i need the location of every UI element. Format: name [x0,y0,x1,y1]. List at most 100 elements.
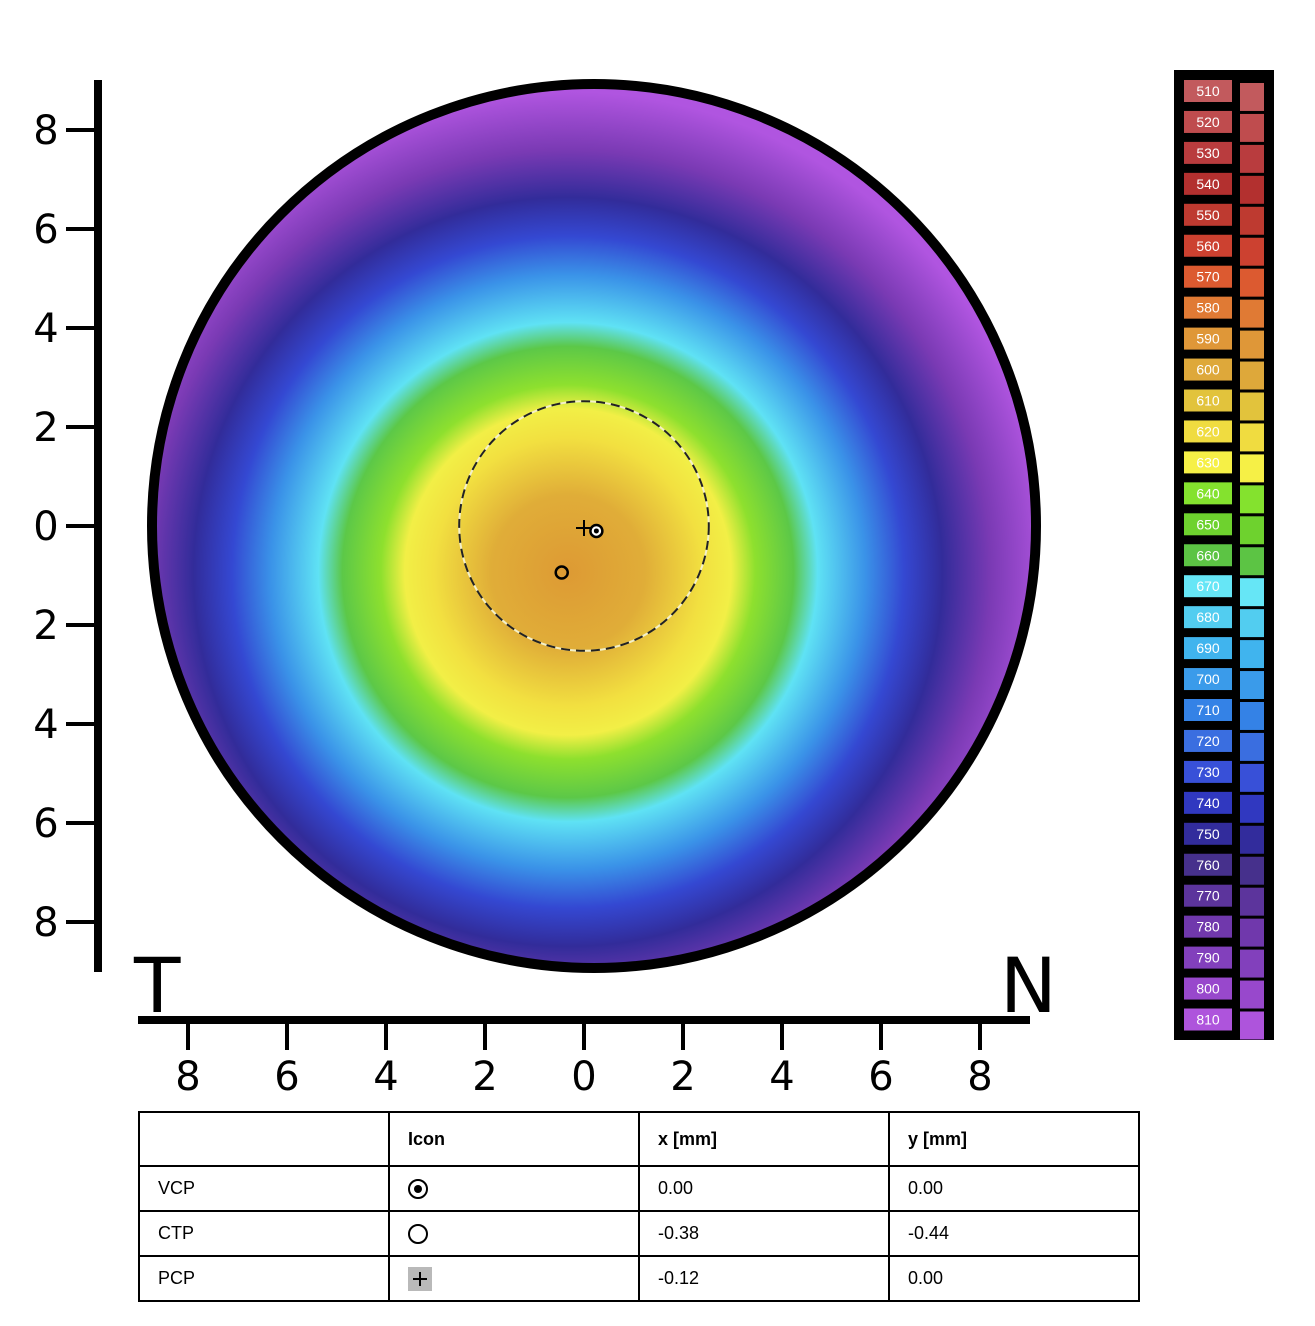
legend-bar-segment [1240,949,1264,978]
x-tick-label: 4 [769,1054,794,1100]
legend-swatch [1184,853,1232,876]
legend-swatch [1184,637,1232,660]
pcp-marker [576,520,592,536]
legend-swatch [1184,110,1232,133]
reference-points-table: Icon x [mm] y [mm] VCP 0.00 0.00 CTP -0.… [138,1111,1140,1302]
legend-bar-segment [1240,485,1264,514]
legend-bar-segment [1240,547,1264,576]
row-label: VCP [138,1165,390,1212]
legend-swatch [1184,141,1232,164]
legend-swatch [1184,451,1232,474]
x-tick-label: 6 [868,1054,893,1100]
legend-items: 510 520 530 540 550 560 570 580 590 600 610 620 630 6… [1184,80,1264,1040]
legend-bar-segment [1240,671,1264,699]
legend-bar-segment [1240,702,1264,730]
legend-label: 650 [1196,516,1220,532]
header-label [138,1111,390,1167]
legend-bar-segment [1240,1011,1264,1040]
pcp-icon [408,1266,432,1291]
legend-bar-segment [1240,330,1264,359]
y-tick-label: 4 [33,306,58,352]
x-tick-label: 2 [472,1054,497,1100]
legend-bar-segment [1240,516,1264,545]
legend-swatch [1184,977,1232,1000]
y-tick-label: 6 [33,801,58,847]
x-tick-label: 6 [274,1054,299,1100]
legend-swatch [1184,389,1232,412]
legend-swatch [1184,482,1232,505]
legend-bar-segment [1240,268,1264,297]
legend-bar-segment [1240,423,1264,452]
row-icon-cell [388,1165,640,1212]
legend-swatch [1184,234,1232,257]
legend-label: 780 [1196,919,1220,935]
legend-label: 810 [1196,1012,1220,1028]
legend-label: 730 [1196,764,1220,780]
map-border [147,79,1041,973]
legend-label: 510 [1196,83,1220,99]
legend-swatch [1184,946,1232,969]
legend-label: 670 [1196,578,1220,594]
legend-label: 800 [1196,981,1220,997]
row-label: PCP [138,1255,390,1302]
legend-swatch [1184,513,1232,536]
legend-label: 760 [1196,857,1220,873]
y-tick-label: 2 [33,603,58,649]
legend-bar-segment [1240,918,1264,947]
legend-bar-segment [1240,361,1264,390]
row-x: -0.12 [638,1255,890,1302]
legend-bar-segment [1240,794,1264,823]
y-tick-label: 6 [33,207,58,253]
row-y: 0.00 [888,1165,1140,1212]
legend-label: 660 [1196,547,1220,563]
legend-label: 560 [1196,238,1220,254]
legend-label: 690 [1196,640,1220,656]
legend-label: 790 [1196,950,1220,966]
row-label: CTP [138,1210,390,1257]
legend-label: 640 [1196,485,1220,501]
legend-label: 580 [1196,300,1220,316]
table-row-vcp: VCP 0.00 0.00 [138,1165,1140,1212]
legend-label: 620 [1196,423,1220,439]
header-y: y [mm] [888,1111,1140,1167]
y-tick-label: 4 [33,702,58,748]
legend-label: 590 [1196,331,1220,347]
legend-bar-segment [1240,825,1264,854]
table-row-ctp: CTP -0.38 -0.44 [138,1210,1140,1257]
legend-bar-segment [1240,609,1264,638]
legend-bar-segment [1240,732,1264,761]
legend-swatch [1184,884,1232,907]
legend-swatch [1184,760,1232,783]
legend-bar-segment [1240,175,1264,204]
x-tick-label: 8 [175,1054,200,1100]
y-ticks: 8 6 4 2 0 2 4 6 8 [33,108,98,946]
header-x: x [mm] [638,1111,890,1167]
legend-label: 520 [1196,114,1220,130]
legend-swatch [1184,203,1232,226]
legend-swatch [1184,1008,1232,1031]
legend-swatch [1184,172,1232,195]
y-tick-label: 2 [33,405,58,451]
legend-swatch [1184,265,1232,288]
legend-swatch [1184,915,1232,938]
zone-circle [458,400,710,652]
legend-bar-segment [1240,454,1264,483]
thickness-gradient [152,84,1036,968]
legend-label: 680 [1196,609,1220,625]
legend-bar-segment [1240,856,1264,885]
legend-bar-segment [1240,392,1264,421]
legend-bar-segment [1240,299,1264,328]
legend-swatch [1184,791,1232,814]
x-tick-label: 4 [373,1054,398,1100]
legend-swatch [1184,668,1232,691]
legend-label: 550 [1196,207,1220,223]
table-header-row: Icon x [mm] y [mm] [138,1111,1140,1167]
legend-label: 600 [1196,362,1220,378]
row-y: 0.00 [888,1255,1140,1302]
legend-label: 750 [1196,826,1220,842]
legend-swatch [1184,296,1232,319]
header-icon: Icon [388,1111,640,1167]
x-tick-label: 8 [967,1054,992,1100]
row-x: 0.00 [638,1165,890,1212]
